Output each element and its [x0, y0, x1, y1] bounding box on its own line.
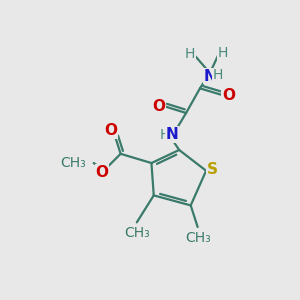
Text: H: H — [160, 128, 170, 142]
Text: H: H — [185, 47, 195, 61]
Text: CH₃: CH₃ — [185, 231, 211, 245]
Text: S: S — [207, 163, 218, 178]
Text: O: O — [152, 99, 165, 114]
Text: CH₃: CH₃ — [124, 226, 150, 240]
Text: N: N — [166, 127, 178, 142]
Text: O: O — [96, 165, 109, 180]
Text: N: N — [204, 68, 216, 83]
Text: H: H — [218, 46, 228, 60]
Text: CH₃: CH₃ — [60, 156, 86, 170]
Text: O: O — [104, 123, 117, 138]
Text: O: O — [222, 88, 235, 103]
Text: H: H — [212, 68, 223, 82]
